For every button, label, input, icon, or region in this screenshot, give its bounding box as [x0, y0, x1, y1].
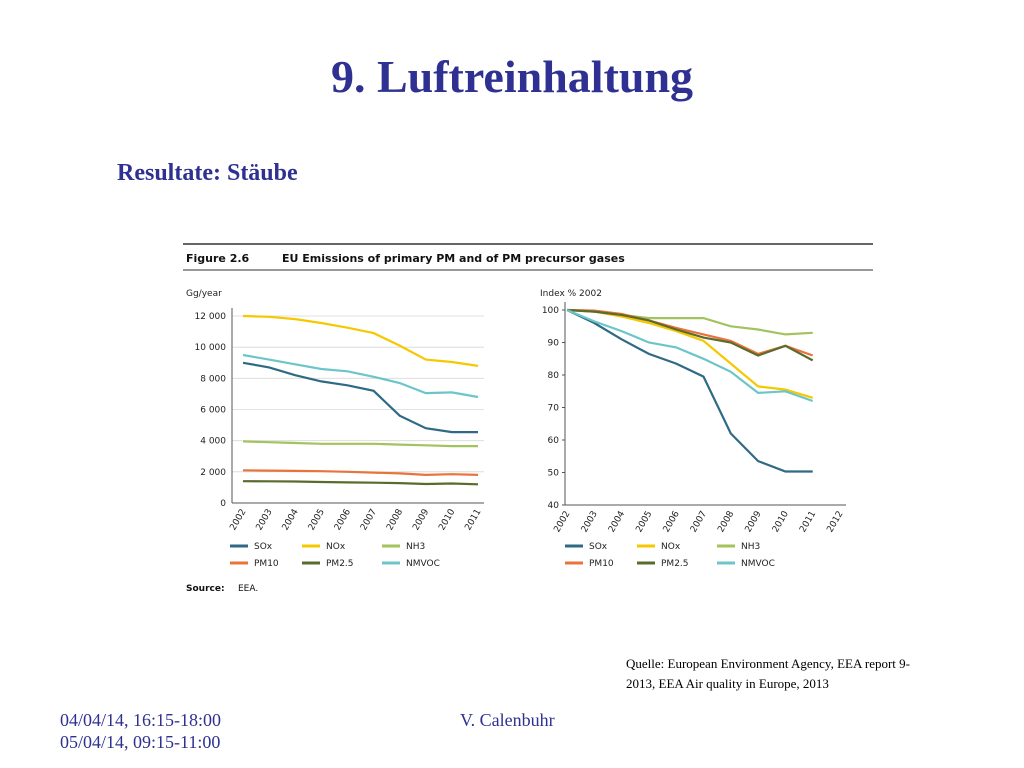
- x-tick-label: 2007: [359, 508, 379, 533]
- series-line: [566, 309, 813, 473]
- figure-label: Figure 2.6: [186, 252, 250, 265]
- x-tick-label: 2004: [607, 509, 627, 534]
- y-axis-label: Index % 2002: [540, 289, 602, 299]
- series-line: [242, 314, 479, 367]
- series-line: [566, 308, 814, 362]
- series-line: [242, 480, 479, 486]
- x-tick-label: 2006: [662, 509, 682, 534]
- y-tick-label: 4 000: [200, 437, 226, 447]
- x-tick-label: 2003: [255, 508, 275, 533]
- date: 04/04/14, 16:15-18:00: [60, 710, 221, 730]
- y-tick-label: 2 000: [200, 468, 226, 478]
- y-tick-label: 40: [548, 501, 560, 511]
- x-tick-label: 2011: [463, 508, 483, 533]
- source: EEA.: [238, 584, 258, 594]
- legend-label: SOx: [589, 542, 608, 552]
- legend-label: PM10: [254, 559, 279, 569]
- quote: 2013, EEA Air quality in Europe, 2013: [626, 676, 829, 691]
- series-line: [566, 308, 814, 403]
- y-tick-label: 100: [542, 306, 559, 316]
- y-axis-label: Gg/year: [186, 289, 222, 299]
- legend-label: NH3: [406, 542, 425, 552]
- slide-title: 9. Luftreinhaltung: [331, 51, 693, 102]
- series-line: [242, 469, 479, 477]
- x-tick-label: 2010: [771, 509, 791, 534]
- x-tick-label: 2009: [744, 509, 764, 534]
- legend-label: NH3: [741, 542, 760, 552]
- source-label: Source:: [186, 584, 225, 594]
- legend-label: NOx: [326, 542, 346, 552]
- legend-label: SOx: [254, 542, 273, 552]
- legend-label: PM10: [589, 559, 614, 569]
- author: V. Calenbuhr: [460, 710, 555, 730]
- y-tick-label: 90: [548, 339, 560, 349]
- x-tick-label: 2012: [825, 510, 845, 535]
- y-tick-label: 60: [548, 436, 560, 446]
- legend-label: NMVOC: [406, 559, 440, 569]
- x-tick-label: 2002: [228, 508, 248, 533]
- x-tick-label: 2010: [437, 507, 457, 532]
- figure-title: EU Emissions of primary PM and of PM pre…: [282, 252, 625, 265]
- x-tick-label: 2004: [281, 507, 301, 532]
- x-tick-label: 2003: [580, 510, 600, 535]
- y-tick-label: 10 000: [195, 343, 227, 353]
- y-tick-label: 80: [548, 371, 560, 381]
- y-tick-label: 6 000: [200, 406, 226, 416]
- x-tick-label: 2005: [307, 508, 327, 533]
- y-tick-label: 70: [548, 404, 560, 414]
- legend-label: PM2.5: [661, 559, 689, 569]
- legend-label: NOx: [661, 542, 681, 552]
- series-line: [242, 353, 479, 399]
- date: 05/04/14, 09:15-11:00: [60, 732, 220, 752]
- x-tick-label: 2002: [552, 510, 572, 535]
- series-line: [242, 361, 478, 434]
- x-tick-label: 2006: [333, 507, 353, 532]
- slide-subtitle: Resultate: Stäube: [117, 160, 298, 186]
- y-tick-label: 8 000: [200, 374, 226, 384]
- x-tick-label: 2008: [716, 509, 736, 534]
- x-tick-label: 2005: [634, 510, 654, 535]
- legend-label: PM2.5: [326, 559, 354, 569]
- y-tick-label: 50: [548, 469, 560, 479]
- quote: Quelle: European Environment Agency, EEA…: [626, 656, 910, 671]
- legend-label: NMVOC: [741, 559, 775, 569]
- x-tick-label: 2009: [411, 507, 431, 532]
- series-line: [242, 440, 478, 448]
- y-tick-label: 0: [220, 499, 226, 509]
- y-tick-label: 12 000: [195, 312, 227, 322]
- x-tick-label: 2008: [385, 507, 405, 532]
- x-tick-label: 2011: [798, 510, 818, 535]
- x-tick-label: 2007: [689, 510, 709, 535]
